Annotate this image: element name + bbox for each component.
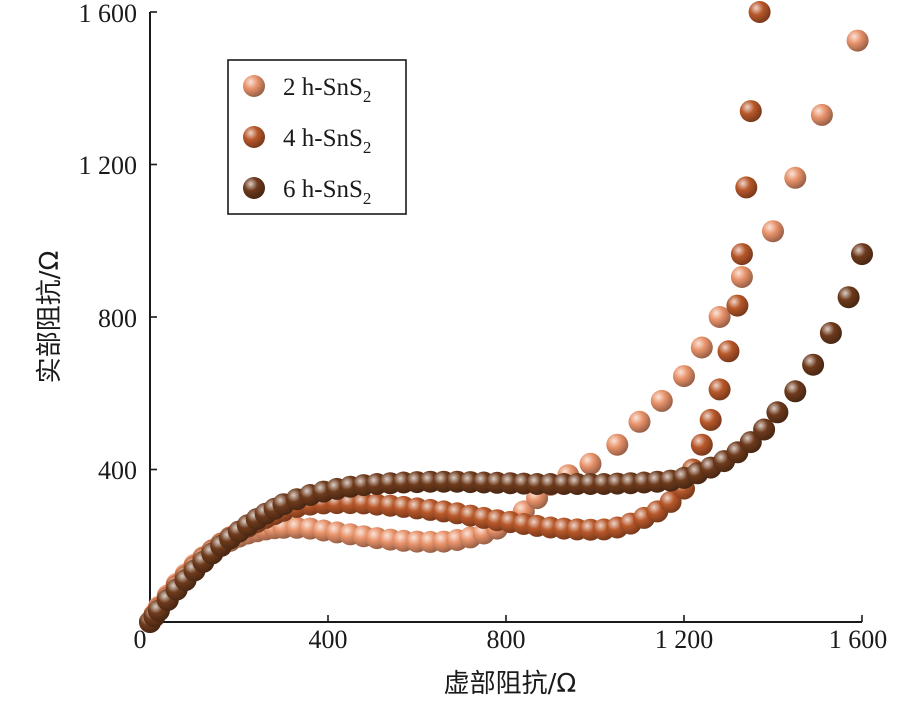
legend-marker-2h [243,75,265,97]
y-tick-label: 1 200 [79,151,138,180]
data-point-series-2 [735,176,758,199]
y-axis-title: 实部阻抗/Ω [35,251,65,384]
data-point-series-2 [726,294,749,317]
legend-label-6h: 6 h-SnS2 [283,176,371,208]
x-tick-label: 800 [487,625,526,654]
data-point-series-1 [673,365,695,388]
y-tick-label: 1 600 [79,0,138,28]
data-point-series-2 [690,433,713,456]
data-point-series-1 [628,410,651,433]
data-point-series-2 [699,408,722,431]
legend-label-4h: 4 h-SnS2 [283,125,371,157]
y-tick-label: 800 [98,304,137,333]
legend-label-6h-sub: 2 [363,189,372,208]
data-point-series-1 [810,103,833,126]
data-point-series-1 [730,266,753,288]
data-point-series-3 [802,353,825,376]
x-tick-label: 1 600 [829,625,888,654]
data-point-series-3 [851,243,873,266]
data-point-series-1 [784,166,807,189]
x-axis-title: 虚部阻抗/Ω [444,669,577,699]
x-tick-label: 400 [309,625,348,654]
data-point-series-1 [708,306,731,328]
data-point-series-3 [837,286,860,309]
data-point-series-1 [606,433,629,456]
data-point-series-2 [730,243,753,266]
data-point-series-2 [739,100,762,123]
legend-label-2h-sub: 2 [363,87,372,106]
y-tick-label: 400 [98,456,137,485]
data-point-series-1 [650,389,673,412]
data-point-series-3 [766,401,789,424]
data-points [139,1,873,633]
legend-label-6h-main: 6 h-SnS [283,176,363,203]
data-point-series-1 [762,220,784,243]
data-point-series-3 [753,418,776,441]
legend-label-2h-main: 2 h-SnS [283,74,363,101]
data-point-series-1 [846,29,869,52]
legend-label-4h-sub: 2 [363,138,372,157]
legend-marker-4h [243,126,265,148]
data-point-series-2 [708,378,731,401]
x-tick-label: 0 [134,625,147,654]
legend-label-4h-main: 4 h-SnS [283,125,363,152]
x-tick-label: 1 200 [655,625,714,654]
data-point-series-1 [690,336,713,359]
data-point-series-2 [748,1,771,23]
legend: 2 h-SnS2 4 h-SnS2 6 h-SnS2 [227,59,407,215]
data-point-series-1 [579,452,602,475]
data-point-series-2 [659,490,682,513]
data-point-series-3 [784,380,807,403]
data-point-series-3 [819,322,842,344]
legend-label-2h: 2 h-SnS2 [283,74,371,106]
legend-marker-6h [243,177,265,199]
data-point-series-2 [717,340,740,363]
